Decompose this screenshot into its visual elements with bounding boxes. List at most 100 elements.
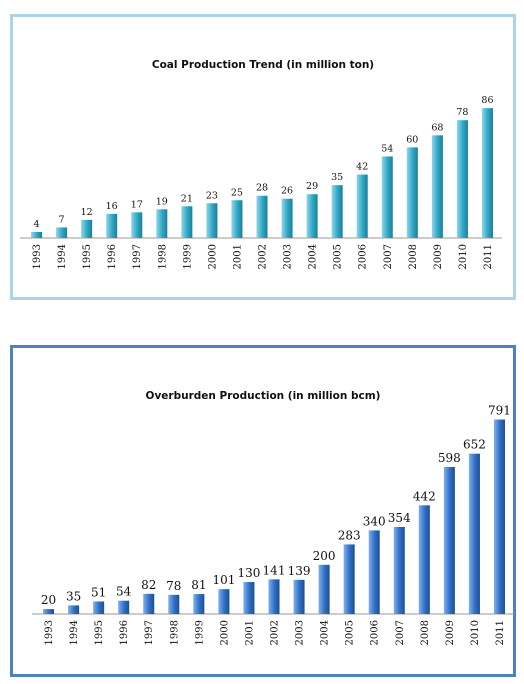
coal-production-plot: 4 1993 7 1994 12 1995 16 1996 17 1997 19 1998 21 1999… (20, 95, 502, 269)
tick-label-2002: 2002 (258, 244, 269, 269)
bar-2002 (268, 579, 280, 614)
data-label-1993: 4 (34, 219, 40, 230)
tick-label-2004: 2004 (320, 620, 331, 645)
data-label-2005: 283 (338, 528, 361, 542)
tick-label-1994: 1994 (69, 620, 80, 645)
tick-label-2003: 2003 (295, 620, 306, 645)
coal-production-chart: Coal Production Trend (in million ton) 4… (10, 14, 516, 300)
tick-label-1996: 1996 (119, 620, 130, 645)
tick-label-2003: 2003 (283, 244, 294, 269)
data-label-2010: 652 (463, 438, 486, 452)
tick-label-2001: 2001 (244, 620, 255, 645)
data-label-2004: 29 (306, 181, 318, 192)
bar-2000 (206, 203, 218, 238)
data-label-2011: 86 (481, 95, 493, 106)
bar-1993 (31, 231, 43, 238)
tick-label-2001: 2001 (232, 244, 243, 269)
tick-label-2008: 2008 (408, 244, 419, 269)
bar-1995 (81, 219, 93, 238)
bar-2009 (443, 466, 455, 614)
bar-2003 (293, 579, 305, 614)
tick-label-2000: 2000 (207, 244, 218, 269)
data-label-1995: 12 (81, 207, 93, 218)
bar-2004 (306, 194, 318, 238)
data-label-2008: 60 (406, 134, 418, 145)
data-label-1993: 20 (41, 593, 56, 607)
data-label-2010: 78 (456, 107, 468, 118)
bar-2000 (218, 589, 230, 614)
data-label-1994: 35 (66, 589, 81, 603)
bar-2007 (381, 156, 393, 238)
data-label-1996: 16 (106, 201, 118, 212)
bar-1997 (131, 212, 143, 238)
tick-label-2004: 2004 (308, 244, 319, 269)
data-label-2001: 25 (231, 187, 243, 198)
tick-label-1996: 1996 (107, 244, 118, 269)
data-label-2007: 54 (381, 143, 393, 154)
tick-label-2010: 2010 (458, 244, 469, 269)
bar-1998 (156, 209, 168, 238)
chart-title: Overburden Production (in million bcm) (145, 390, 381, 402)
bar-1996 (118, 600, 130, 614)
tick-label-2010: 2010 (470, 620, 481, 645)
data-label-1998: 19 (156, 196, 168, 207)
bar-2006 (356, 174, 368, 238)
tick-label-1998: 1998 (157, 244, 168, 269)
overburden-production-plot: 20 1993 35 1994 51 1995 54 1996 82 1997 78 1998 81 19… (32, 404, 514, 645)
data-label-2005: 35 (331, 172, 343, 183)
bar-1999 (181, 206, 193, 238)
bar-2006 (368, 530, 380, 614)
tick-label-1995: 1995 (94, 620, 105, 645)
tick-label-1993: 1993 (32, 244, 43, 269)
tick-label-2009: 2009 (433, 244, 444, 269)
tick-label-1998: 1998 (169, 620, 180, 645)
data-label-1994: 7 (59, 214, 65, 225)
bar-2001 (231, 200, 243, 238)
data-label-1999: 21 (181, 193, 193, 204)
data-label-2009: 598 (438, 451, 461, 465)
data-label-1999: 81 (191, 578, 206, 592)
bar-1994 (68, 605, 80, 614)
data-label-2002: 28 (256, 183, 268, 194)
tick-label-1993: 1993 (44, 620, 55, 645)
overburden-production-chart: Overburden Production (in million bcm) 2… (10, 345, 516, 677)
data-label-2001: 130 (237, 566, 260, 580)
bar-2005 (331, 185, 343, 238)
bar-2008 (418, 505, 430, 614)
data-label-2006: 340 (363, 514, 386, 528)
bar-2004 (318, 564, 330, 614)
bar-2008 (406, 147, 418, 238)
bar-1993 (43, 609, 55, 614)
tick-label-1994: 1994 (57, 244, 68, 269)
tick-label-2005: 2005 (333, 244, 344, 269)
data-label-1995: 51 (91, 585, 106, 599)
data-label-1996: 54 (116, 585, 132, 599)
data-label-1997: 82 (141, 578, 156, 592)
data-label-2002: 141 (263, 563, 286, 577)
bar-1998 (168, 594, 180, 614)
bar-2011 (481, 108, 493, 238)
tick-label-1999: 1999 (194, 620, 205, 645)
tick-label-1997: 1997 (144, 620, 155, 645)
data-label-1998: 78 (166, 579, 181, 593)
tick-label-2009: 2009 (445, 620, 456, 645)
bar-2009 (431, 135, 443, 238)
tick-label-2002: 2002 (270, 620, 281, 645)
bar-1999 (193, 594, 205, 614)
bar-2007 (393, 526, 405, 614)
bar-2003 (281, 198, 293, 238)
tick-label-1999: 1999 (182, 244, 193, 269)
data-label-2003: 26 (281, 186, 293, 197)
data-label-1997: 17 (131, 199, 143, 210)
tick-label-2007: 2007 (383, 244, 394, 269)
data-label-2009: 68 (431, 122, 443, 133)
data-label-2000: 23 (206, 190, 218, 201)
bar-1997 (143, 593, 155, 614)
tick-label-2006: 2006 (370, 620, 381, 645)
data-label-2003: 139 (288, 564, 311, 578)
tick-label-2011: 2011 (495, 620, 506, 645)
tick-label-2011: 2011 (483, 244, 494, 269)
bar-2001 (243, 582, 255, 614)
tick-label-2007: 2007 (395, 620, 406, 645)
bar-2011 (493, 419, 505, 614)
